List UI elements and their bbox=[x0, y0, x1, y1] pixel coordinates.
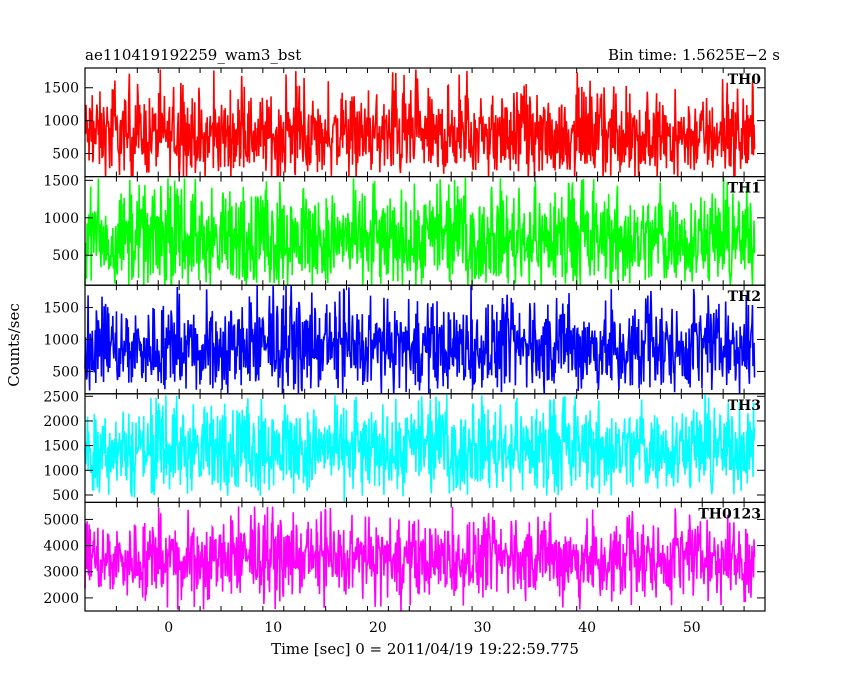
y-tick-label: 500 bbox=[52, 364, 79, 380]
y-tick-label: 2500 bbox=[43, 389, 79, 405]
y-tick-label: 1000 bbox=[43, 114, 79, 130]
series-line-th0 bbox=[84, 69, 756, 177]
series-line-th0123 bbox=[84, 506, 756, 611]
y-axis-title: Counts/sec bbox=[5, 303, 23, 387]
y-tick-label: 2000 bbox=[43, 414, 79, 430]
series-line-th2 bbox=[84, 285, 756, 394]
series-line-th3 bbox=[84, 393, 756, 503]
chart-title: ae110419192259_wam3_bst bbox=[85, 46, 301, 64]
y-tick-label: 3000 bbox=[43, 565, 79, 581]
panel-th2: 500 1000 1500 TH2 bbox=[43, 284, 766, 395]
y-tick-label: 500 bbox=[52, 248, 79, 264]
x-tick-label: 0 bbox=[164, 620, 173, 636]
y-tick-label: 1000 bbox=[43, 333, 79, 349]
y-tick-label: 1500 bbox=[43, 301, 79, 317]
y-tick-label: 500 bbox=[52, 147, 79, 163]
x-axis-title: Time [sec] 0 = 2011/04/19 19:22:59.775 bbox=[271, 640, 579, 658]
y-tick-label: 1500 bbox=[43, 173, 79, 189]
x-tick-label: 10 bbox=[264, 620, 282, 636]
y-tick-label: 2000 bbox=[43, 591, 79, 607]
panel-label-th3: TH3 bbox=[728, 398, 761, 414]
panel-th3: 500 1000 1500 2000 2500 TH3 bbox=[43, 389, 766, 504]
y-tick-label: 1500 bbox=[43, 439, 79, 455]
series-line-th1 bbox=[84, 176, 756, 286]
y-tick-label: 1000 bbox=[43, 211, 79, 227]
panel-label-th0123: TH0123 bbox=[698, 506, 761, 522]
panel-th0: 500 1000 1500 TH0 bbox=[43, 67, 766, 178]
panel-label-th1: TH1 bbox=[728, 181, 761, 197]
y-tick-label: 5000 bbox=[43, 512, 79, 528]
y-tick-label: 1000 bbox=[43, 463, 79, 479]
panel-th1: 500 1000 1500 TH1 bbox=[43, 173, 766, 286]
panel-label-th0: TH0 bbox=[728, 72, 762, 88]
y-tick-label: 500 bbox=[52, 488, 79, 504]
y-tick-label: 1500 bbox=[43, 81, 79, 97]
x-tick-label: 30 bbox=[474, 620, 492, 636]
x-tick-label: 50 bbox=[683, 620, 701, 636]
panel-label-th2: TH2 bbox=[728, 289, 761, 305]
panel-frame bbox=[84, 501, 766, 612]
x-tick-label: 20 bbox=[369, 620, 387, 636]
panel-th0123: 2000 3000 4000 5000 TH0123 bbox=[43, 501, 766, 612]
y-tick-label: 4000 bbox=[43, 539, 79, 555]
bin-time-label: Bin time: 1.5625E−2 s bbox=[608, 46, 780, 64]
x-tick-label: 40 bbox=[578, 620, 596, 636]
